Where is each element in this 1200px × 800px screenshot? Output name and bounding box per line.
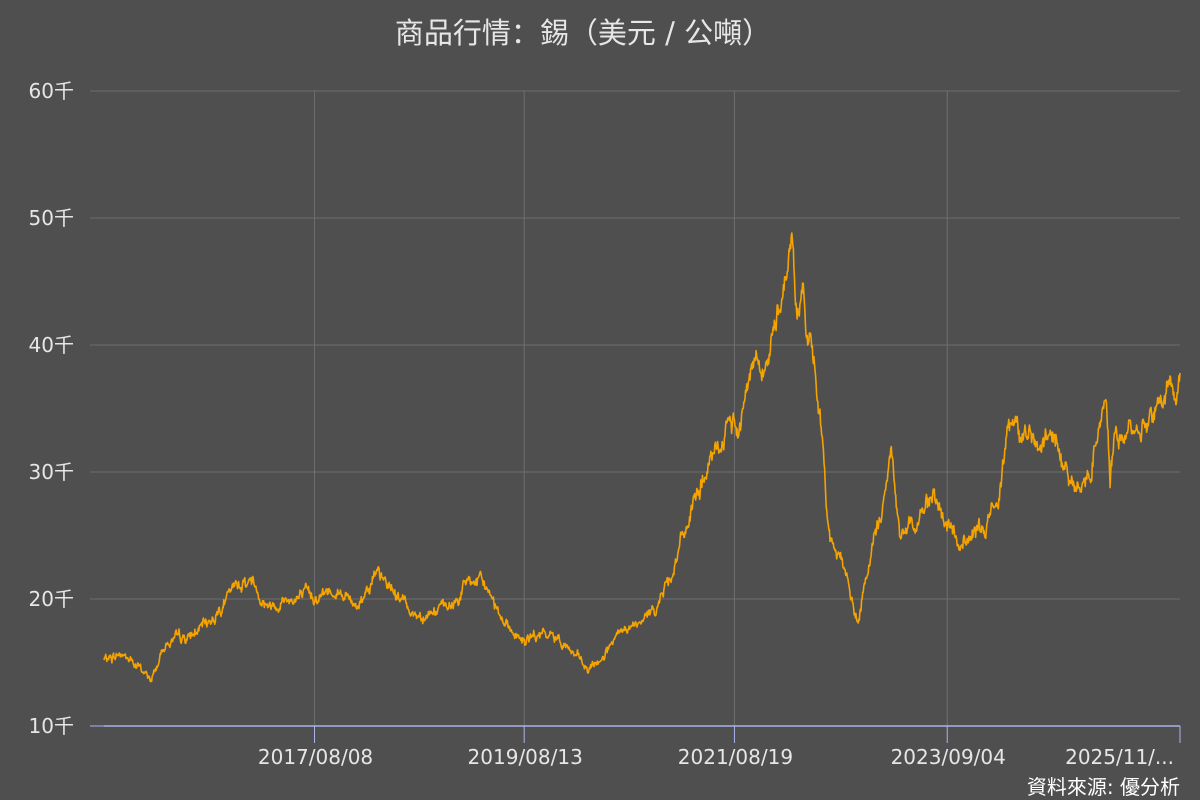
gridlines bbox=[104, 90, 1180, 726]
axes: 10千 20千 30千 40千 50千 60千 2017/08/08 2019/08/13 20… bbox=[29, 79, 1181, 769]
x-tick-label: 2025/11/... bbox=[1065, 745, 1174, 769]
y-tick-label: 20千 bbox=[29, 587, 74, 611]
source-credit: 資料來源: 優分析 bbox=[1027, 775, 1180, 799]
y-tick-label: 10千 bbox=[29, 714, 74, 738]
y-tick-label: 40千 bbox=[29, 333, 74, 357]
chart-title: 商品行情：錫（美元 / 公噸） bbox=[395, 16, 771, 50]
y-tick-label: 60千 bbox=[29, 79, 74, 103]
y-tick-label: 50千 bbox=[29, 206, 74, 230]
x-tick-label: 2019/08/13 bbox=[468, 745, 583, 769]
x-tick-label: 2021/08/19 bbox=[678, 745, 793, 769]
series-layer bbox=[103, 232, 1181, 683]
x-tick-label: 2023/09/04 bbox=[891, 745, 1006, 769]
y-tick-label: 30千 bbox=[29, 460, 74, 484]
tin-price-line bbox=[103, 232, 1181, 683]
x-tick-label: 2017/08/08 bbox=[258, 745, 373, 769]
